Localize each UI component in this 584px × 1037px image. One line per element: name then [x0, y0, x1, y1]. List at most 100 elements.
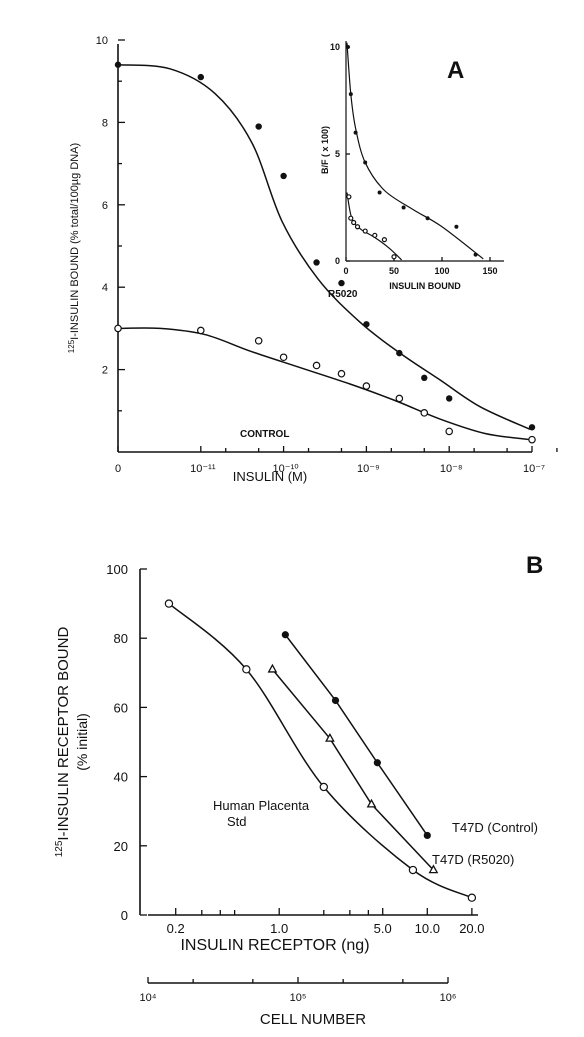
inset-point-filled [454, 224, 459, 229]
inset-point-open [381, 237, 387, 243]
point-t47d-r5020 [325, 732, 335, 742]
panel-b-y-label: 125I-INSULIN RECEPTOR BOUND [54, 627, 72, 858]
point-placenta [408, 865, 418, 875]
series-label-t47d-control: T47D (Control) [452, 820, 538, 835]
point-control [528, 435, 536, 444]
panel-b-cell-tick-label: 10⁵ [290, 992, 307, 1004]
panel-a-y-label-sup: 125 [67, 339, 76, 353]
panel-a-x-tick-label: 10⁻¹⁰ [273, 463, 300, 475]
inset-x-tick-label: 150 [482, 266, 497, 276]
point-control [197, 326, 205, 335]
inset-point-open [362, 228, 368, 234]
panel-a-y-tick-label: 2 [102, 365, 108, 377]
panel-b-x-tick-label: 20.0 [459, 921, 484, 936]
panel-a-x-tick-label: 10⁻⁷ [523, 463, 545, 475]
panel-b-y-label-sup: 125 [54, 840, 65, 857]
panel-b-y-tick-label: 0 [121, 908, 128, 923]
series-label-control: CONTROL [240, 429, 289, 440]
series-label-placenta-line2: Std [227, 814, 247, 829]
inset-x-tick-label: 0 [343, 266, 348, 276]
inset-y-tick-label: 10 [330, 42, 340, 52]
panel-a-letter: A [447, 57, 464, 84]
panel-b-cell-tick-label: 10⁶ [440, 992, 457, 1004]
inset-y-label: B/F ( x 100) [320, 126, 330, 174]
curve-placenta [168, 603, 473, 899]
inset-point-open [351, 219, 357, 226]
point-placenta [242, 665, 251, 674]
inset-point-filled [353, 130, 358, 135]
panel-b-y-label-text: I-INSULIN RECEPTOR BOUND [55, 627, 72, 841]
inset-point-filled [377, 190, 382, 195]
panel-a-y-label: 125I-INSULIN BOUND (% total/100µg DNA) [67, 143, 81, 353]
panel-a-y-tick-label: 10 [96, 35, 108, 47]
point-t47d-control [281, 631, 289, 639]
point-control [420, 409, 429, 417]
panel-a-y-tick-label: 4 [102, 282, 108, 294]
inset-point-filled [473, 252, 478, 257]
inset-point-filled [348, 92, 353, 97]
panel-b-y-tick-label: 60 [114, 700, 128, 715]
inset-point-open [354, 224, 361, 230]
panel-b-x-tick-label: 5.0 [374, 921, 392, 936]
point-r5020 [446, 395, 453, 402]
inset-y-tick-label: 0 [335, 256, 340, 266]
panel-b-y-tick-label: 40 [114, 770, 128, 785]
point-t47d-r5020 [366, 798, 377, 808]
panel-a-x-tick-label: 10⁻⁹ [357, 463, 380, 475]
panel-a: A 2 4 6 8 10 0 10⁻¹¹ 10⁻¹⁰ 10⁻⁹ 10⁻⁸ 10⁻⁷ R5020 C… [67, 35, 558, 484]
point-r5020 [255, 123, 262, 130]
inset-point-filled [345, 45, 350, 49]
inset-point-filled [363, 160, 368, 165]
curve-t47d-r5020 [271, 668, 434, 871]
point-t47d-r5020 [267, 663, 278, 673]
point-t47d-control [423, 831, 431, 840]
point-placenta [467, 893, 477, 902]
panel-a-y-tick-label: 8 [102, 117, 108, 129]
panel-b-x-tick-label: 10.0 [415, 921, 440, 936]
panel-b-cell-tick-label: 10⁴ [140, 992, 157, 1004]
inset-curve-filled [346, 42, 484, 260]
point-control [279, 353, 288, 362]
panel-a-x-tick-label: 10⁻⁸ [440, 463, 463, 475]
curve-r5020 [117, 63, 531, 431]
point-control [362, 382, 371, 390]
panel-a-y-label-text: I-INSULIN BOUND (% total/100µg DNA) [69, 143, 81, 340]
point-control [445, 427, 454, 436]
panel-a-x-tick-label: 10⁻¹¹ [190, 463, 216, 475]
point-placenta [319, 782, 328, 792]
point-control [254, 336, 263, 345]
series-label-t47d-r5020: T47D (R5020) [432, 852, 514, 867]
point-r5020 [421, 374, 428, 382]
point-r5020 [114, 61, 122, 68]
point-r5020 [313, 259, 320, 266]
curve-t47d-control [284, 634, 428, 836]
inset-point-open [346, 194, 352, 200]
point-control [114, 324, 122, 333]
panel-b-x-tick-label: 0.2 [167, 921, 185, 936]
inset-y-tick-label: 5 [335, 149, 340, 159]
inset-point-open [348, 215, 354, 221]
panel-a-y-tick-label: 6 [102, 200, 108, 212]
inset-point-open [372, 232, 378, 238]
point-r5020 [197, 73, 204, 81]
panel-b-y-tick-label: 100 [106, 562, 128, 577]
point-control [395, 394, 404, 403]
point-r5020 [528, 424, 536, 431]
point-t47d-r5020 [428, 864, 439, 874]
point-r5020 [338, 279, 345, 287]
panel-b-cell-label: CELL NUMBER [260, 1011, 366, 1028]
point-control [337, 369, 346, 378]
point-r5020 [363, 321, 370, 328]
panel-b-letter: B [526, 552, 543, 579]
point-t47d-control [331, 696, 340, 705]
series-label-placenta-line1: Human Placenta [213, 798, 310, 813]
panel-b: B 0 20 40 60 80 100 0.2 1.0 5.0 10.0 20.0 10⁴ 10⁵ 1… [54, 552, 543, 1028]
series-label-r5020: R5020 [328, 289, 358, 300]
inset-x-tick-label: 100 [434, 266, 449, 276]
inset-chart: 0 50 100 150 0 5 10 INSULIN BOUND B/F ( x 100) [320, 41, 504, 291]
point-r5020 [396, 349, 403, 357]
panel-b-x-tick-label: 1.0 [270, 921, 288, 936]
inset-point-open [391, 254, 397, 260]
point-r5020 [280, 172, 287, 180]
curve-control [117, 327, 531, 441]
